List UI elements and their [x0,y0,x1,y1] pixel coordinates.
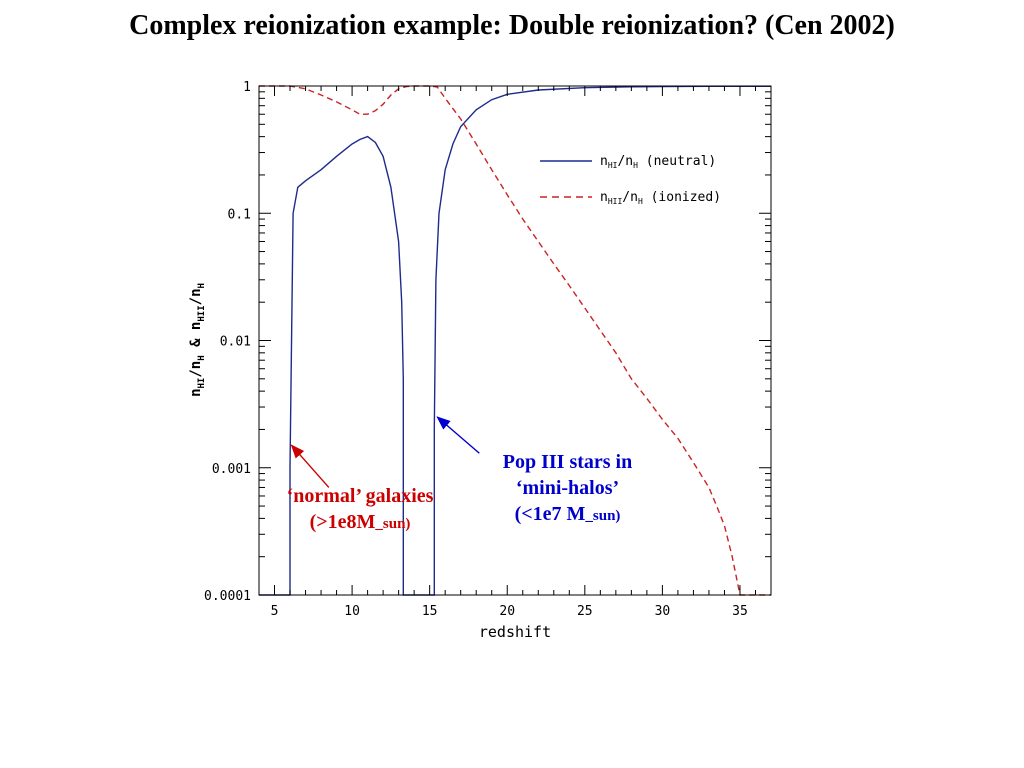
chart-legend: nHI/nH (neutral) nHII/nH (ionized) [540,154,721,206]
y-tick-label: 1 [243,80,251,95]
annotation-pop3-line1: Pop III stars in [502,451,633,473]
series-line-neutral [259,85,771,596]
x-tick-label: 5 [271,604,279,619]
x-tick-label: 35 [732,604,748,619]
series-line-ionized [259,85,771,596]
y-tick-label: 0.0001 [204,589,251,604]
x-axis-label: redshift [479,623,551,641]
normal-galaxies-arrow [290,444,330,488]
y-tick-label: 0.001 [212,462,251,477]
x-tick-label: 30 [655,604,671,619]
x-tick-label: 20 [499,604,515,619]
x-tick-label: 15 [422,604,438,619]
annotation-pop3-line2: ‘mini-halos’ [515,477,620,499]
y-tick-label: 0.01 [220,335,251,350]
y-tick-label: 0.1 [228,207,251,222]
annotation-normal-line1: ‘normal’ galaxies [286,485,434,507]
legend-label-ionized: nHII/nH (ionized) [600,190,721,206]
annotation-normal-galaxies: ‘normal’ galaxies (>1e8M_sun) [255,483,465,537]
slide-title: Complex reionization example: Double rei… [129,10,895,41]
legend-label-neutral: nHI/nH (neutral) [600,154,716,170]
annotation-normal-line2: (>1e8M_sun) [309,511,411,533]
x-tick-label: 10 [344,604,360,619]
pop3-arrow [436,416,480,454]
x-tick-label: 25 [577,604,593,619]
annotation-pop3-line3: (<1e7 M_sun) [514,503,621,525]
annotation-pop3-stars: Pop III stars in ‘mini-halos’ (<1e7 M_su… [470,449,665,529]
y-axis-label: nHI/nH & nHII/nH [188,283,207,397]
